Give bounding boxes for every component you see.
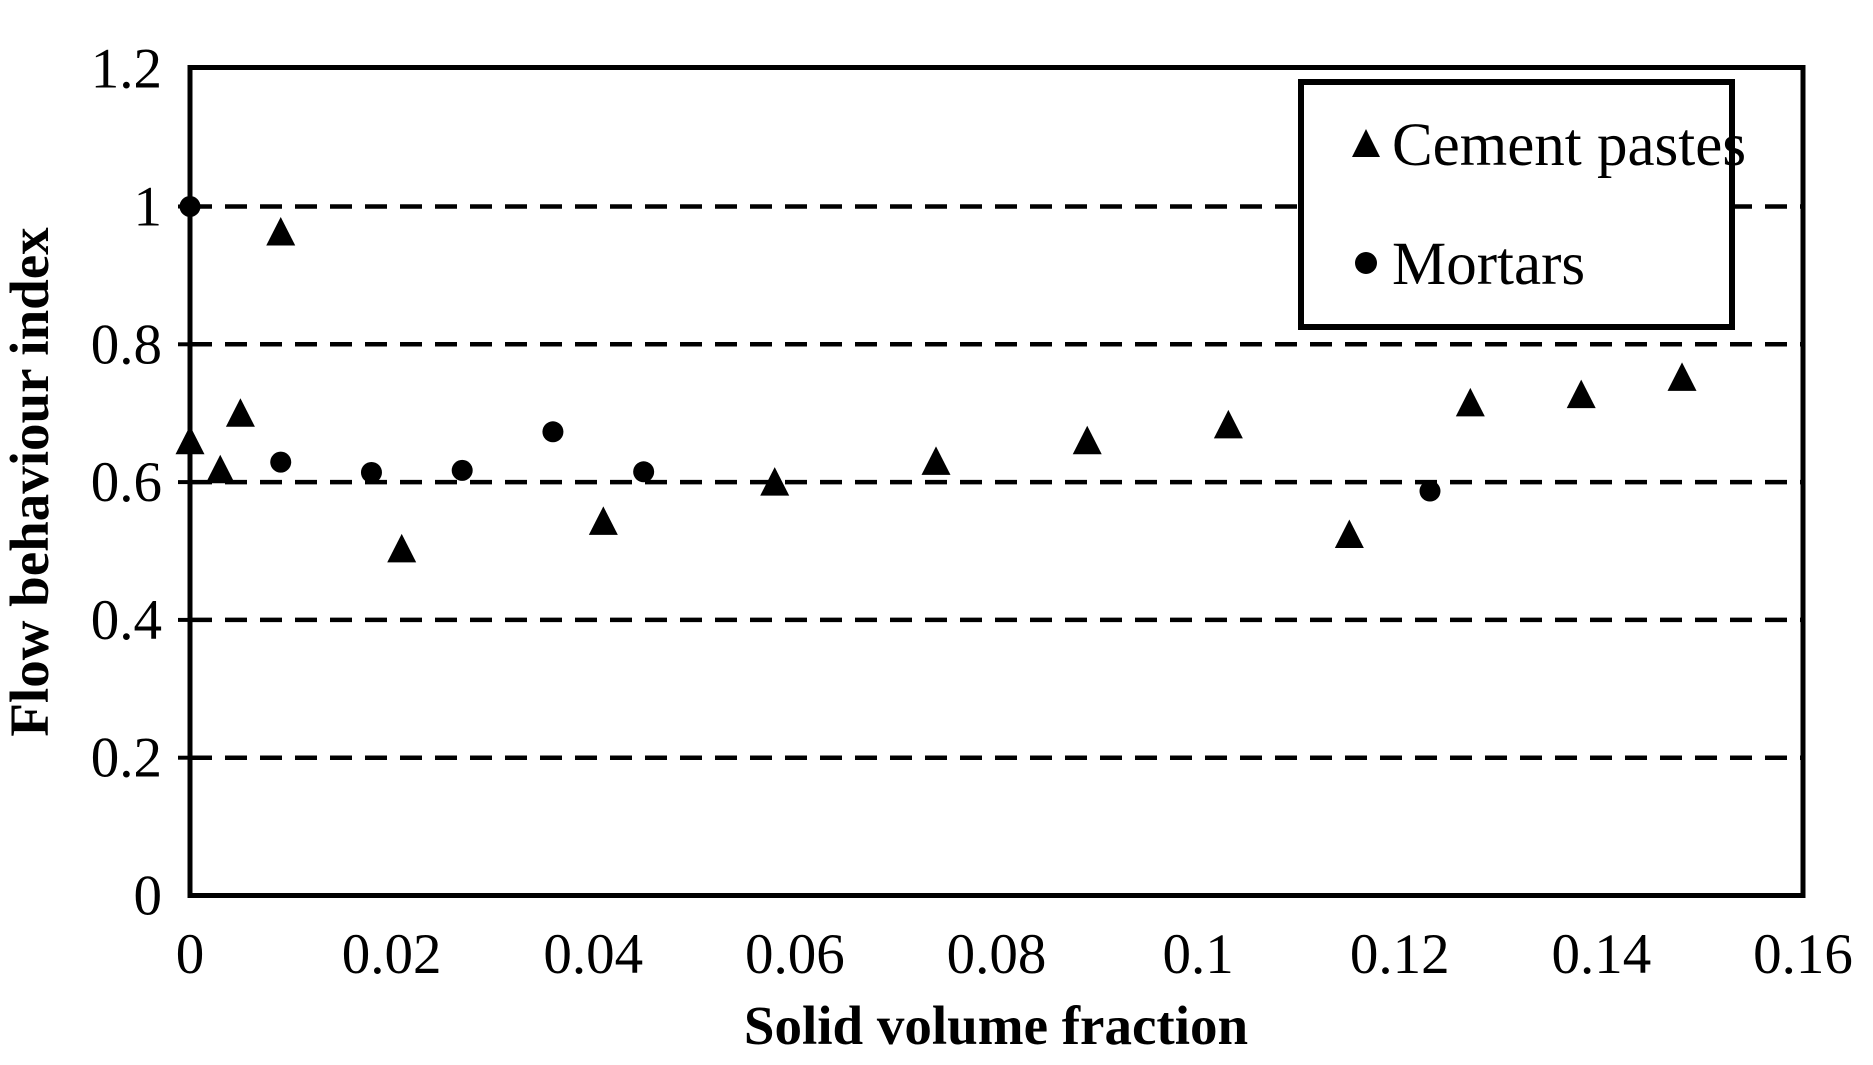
point-circle [270, 451, 292, 473]
series-cement-pastes [175, 216, 1697, 563]
legend-triangle-icon [1352, 129, 1380, 157]
point-triangle [205, 454, 235, 484]
y-tick-label-0.4: 0.4 [91, 589, 162, 652]
legend-box [1298, 79, 1735, 330]
y-tick-labels: 0 0.2 0.4 0.6 0.8 1 1.2 [91, 38, 162, 928]
point-triangle [760, 467, 790, 496]
data-points [175, 196, 1697, 563]
point-triangle [387, 533, 417, 563]
point-triangle [1455, 387, 1485, 417]
x-axis-title: Solid volume fraction [744, 995, 1248, 1056]
point-triangle [1334, 519, 1364, 548]
y-tick-label-1.2: 1.2 [91, 38, 162, 101]
point-triangle [1566, 379, 1596, 409]
x-tick-label-0.14: 0.14 [1552, 923, 1652, 986]
legend: Cement pastes Mortars [1298, 79, 1746, 330]
x-tick-label-0.04: 0.04 [543, 923, 643, 986]
point-triangle [225, 398, 255, 427]
x-tick-label-0.1: 0.1 [1163, 923, 1234, 986]
point-triangle [1072, 425, 1102, 455]
y-tick-label-0.8: 0.8 [91, 313, 162, 376]
x-tick-label-0.16: 0.16 [1753, 923, 1853, 986]
y-tick-label-0.2: 0.2 [91, 727, 162, 790]
point-circle [542, 421, 564, 443]
plot-border [187, 65, 1806, 898]
x-tick-label-0: 0 [176, 923, 205, 986]
x-tick-label-0.06: 0.06 [745, 923, 845, 986]
legend-label-mortars: Mortars [1392, 231, 1585, 298]
series-mortars [179, 196, 1441, 502]
y-axis-title: Flow behaviour index [0, 227, 60, 737]
point-triangle [1667, 362, 1697, 391]
point-triangle [921, 446, 951, 475]
y-tick-label-0.6: 0.6 [91, 451, 162, 514]
y-tick-label-1: 1 [134, 176, 163, 239]
point-circle [1419, 480, 1441, 502]
y-tick-label-0: 0 [134, 865, 163, 928]
x-tick-labels: 0 0.02 0.04 0.06 0.08 0.1 0.12 0.14 0.16 [176, 923, 1853, 986]
legend-circle-icon [1355, 252, 1377, 274]
x-tick-label-0.12: 0.12 [1350, 923, 1450, 986]
x-tick-label-0.02: 0.02 [342, 923, 442, 986]
point-triangle [1213, 409, 1243, 439]
point-triangle [266, 216, 296, 246]
point-circle [451, 459, 473, 481]
point-circle [360, 461, 382, 483]
legend-label-cement-pastes: Cement pastes [1392, 112, 1746, 179]
point-circle [633, 461, 655, 483]
point-triangle [588, 506, 618, 535]
x-tick-label-0.08: 0.08 [947, 923, 1047, 986]
